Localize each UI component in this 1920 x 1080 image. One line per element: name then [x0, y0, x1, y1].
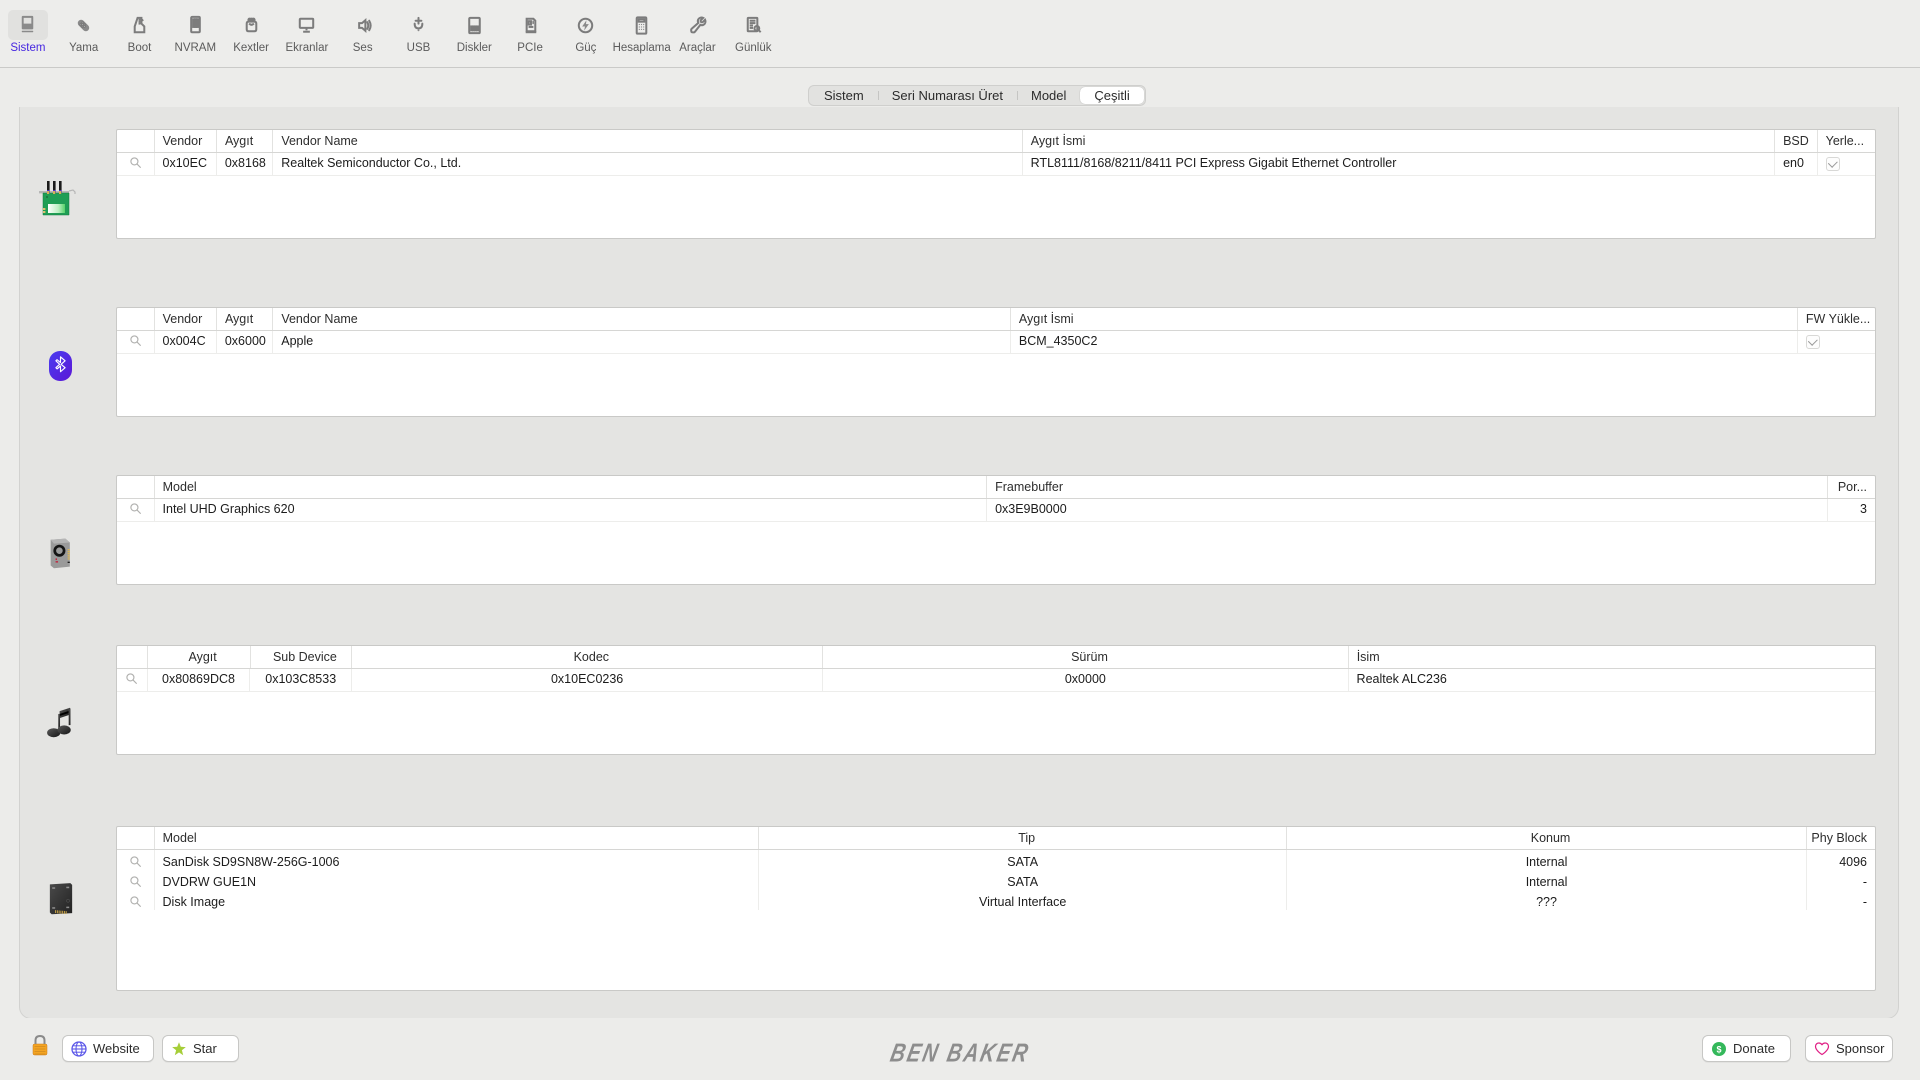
- svg-text:$: $: [1716, 1044, 1721, 1054]
